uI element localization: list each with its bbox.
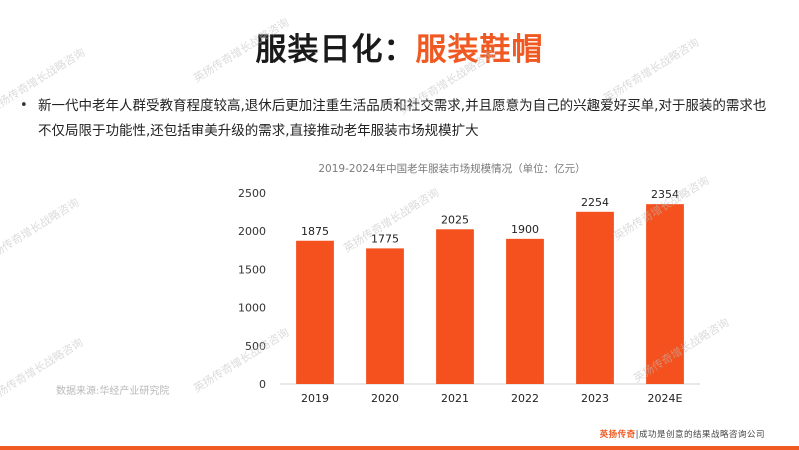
bar <box>436 229 474 384</box>
bar <box>366 248 404 384</box>
slide-title: 服装日化：服装鞋帽 <box>0 24 799 69</box>
y-tick-label: 500 <box>245 340 266 353</box>
data-label: 1900 <box>511 223 539 236</box>
bar <box>296 240 334 384</box>
y-tick-label: 0 <box>259 378 266 391</box>
x-tick-label: 2023 <box>581 392 609 405</box>
footer-brand: 英扬传奇 <box>599 430 636 440</box>
x-tick-label: 2020 <box>371 392 399 405</box>
data-source: 数据来源:华经产业研究院 <box>56 386 170 397</box>
data-label: 2254 <box>581 196 609 209</box>
y-tick-label: 1500 <box>238 263 266 276</box>
x-tick-label: 2021 <box>441 392 469 405</box>
bar <box>646 204 684 384</box>
data-label: 1775 <box>371 232 399 245</box>
data-label: 2354 <box>651 188 679 201</box>
x-tick-label: 2019 <box>301 392 329 405</box>
bar <box>506 238 544 384</box>
x-tick-label: 2022 <box>511 392 539 405</box>
y-tick-label: 2000 <box>238 225 266 238</box>
data-label: 1875 <box>301 225 329 238</box>
chart-title: 2019-2024年中国老年服装市场规模情况（单位：亿元） <box>318 162 585 175</box>
bar <box>576 211 614 384</box>
y-tick-label: 2500 <box>238 187 266 200</box>
bullet-marker: • <box>20 98 28 113</box>
footer-bar <box>0 446 799 450</box>
title-subcategory: 服装鞋帽 <box>415 32 544 68</box>
title-category: 服装日化： <box>255 32 416 68</box>
y-tick-label: 1000 <box>238 302 266 315</box>
data-label: 2025 <box>441 213 469 226</box>
bullet-text: 新一代中老年人群受教育程度较高,退休后更加注重生活品质和社交需求,并且愿意为自己… <box>38 98 767 139</box>
x-tick-label: 2024E <box>648 392 683 405</box>
footer-text: 英扬传奇|成功是创意的结果战略咨询公司 <box>600 428 765 440</box>
footer-slogan: |成功是创意的结果战略咨询公司 <box>635 430 765 440</box>
